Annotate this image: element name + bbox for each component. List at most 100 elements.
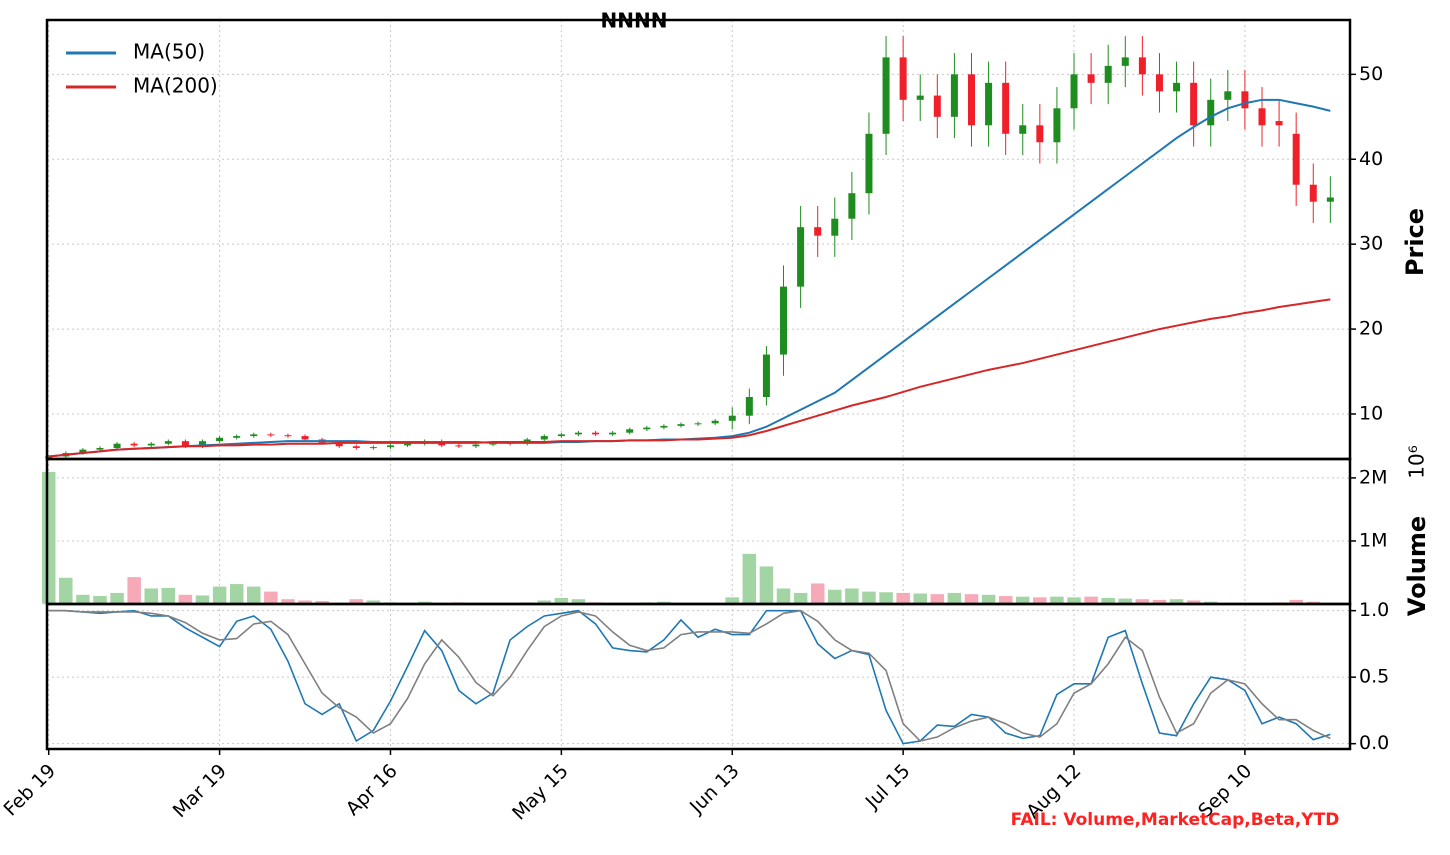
y-tick-label: 1M — [1359, 529, 1387, 551]
candle-body — [250, 434, 258, 437]
candle-body — [865, 133, 873, 194]
candle-body — [1207, 99, 1215, 126]
candle-body — [609, 432, 617, 435]
volume-bar — [109, 592, 125, 605]
candle-body — [1053, 108, 1061, 143]
candle-body — [1138, 57, 1146, 75]
candle-body — [592, 432, 600, 435]
candle-body — [899, 57, 907, 100]
price-axis-label: Price — [1401, 208, 1429, 276]
volume-bar — [195, 594, 210, 605]
y-tick-label: 20 — [1359, 318, 1383, 340]
candle-body — [352, 446, 360, 448]
candle-body — [848, 193, 856, 219]
volume-frame — [45, 457, 1352, 606]
price-frame — [45, 18, 1352, 461]
candle-body — [1275, 121, 1283, 126]
x-tick-label: May 15 — [508, 760, 573, 825]
candle-body — [472, 444, 480, 447]
candle-body — [882, 57, 890, 134]
volume-bar — [75, 594, 91, 605]
candle-body — [267, 434, 275, 436]
x-tick-label: Jun 13 — [685, 760, 744, 819]
candle-body — [814, 227, 822, 236]
candle-body — [233, 436, 241, 438]
candle-body — [1173, 82, 1181, 92]
candle-body — [1326, 197, 1334, 202]
moving-average-line — [48, 298, 1331, 458]
candle-body — [780, 286, 788, 355]
candle-body — [1019, 125, 1027, 134]
candle-body — [1104, 65, 1112, 83]
stochastic-line — [48, 609, 1331, 742]
candle-body — [335, 442, 343, 447]
candle-body — [694, 423, 702, 425]
candle-body — [1155, 74, 1163, 92]
candle-body — [643, 427, 651, 430]
volume-bar — [742, 553, 757, 605]
x-tick-label: Mar 19 — [169, 760, 231, 822]
volume-bar — [161, 587, 176, 605]
candle-body — [386, 445, 394, 448]
candle-body — [164, 441, 172, 444]
volume-bar — [126, 576, 142, 605]
legend-label: MA(200) — [133, 74, 218, 98]
y-tick-label: 10 — [1359, 402, 1383, 424]
candle-body — [1241, 91, 1249, 109]
candle-body — [1087, 74, 1095, 83]
candle-body — [284, 435, 292, 437]
candle-body — [728, 415, 736, 421]
candle-body — [540, 436, 548, 440]
candle-body — [797, 227, 805, 287]
candle-body — [130, 443, 138, 446]
legend-label: MA(50) — [133, 40, 205, 64]
volume-bar — [776, 587, 791, 605]
volume-bar — [912, 593, 928, 605]
volume-bar — [930, 593, 945, 605]
y-tick-label: 50 — [1359, 63, 1383, 85]
candle-body — [660, 425, 668, 428]
volume-bar — [246, 586, 262, 605]
volume-bar — [844, 587, 860, 605]
frames — [45, 18, 1352, 751]
candle-body — [711, 420, 719, 424]
volume-bar — [827, 589, 843, 605]
volume-bar — [895, 592, 911, 605]
volume-offset-label: 10⁶ — [1405, 445, 1429, 478]
volume-bar — [58, 577, 74, 605]
volume-bar — [212, 586, 227, 605]
candle-body — [831, 218, 839, 236]
candle-body — [216, 437, 224, 442]
y-tick-label: 30 — [1359, 233, 1383, 255]
candle-body — [1070, 74, 1078, 109]
volume-bar — [947, 592, 962, 605]
candle-body — [916, 95, 924, 100]
candle-body — [1002, 82, 1010, 134]
candle-body — [762, 354, 770, 398]
candle-body — [1121, 57, 1129, 66]
volume-axis-label: Volume — [1403, 516, 1431, 616]
x-tick-label: Apr 16 — [342, 760, 402, 820]
candle-body — [574, 432, 582, 435]
y-tick-label: 2M — [1359, 466, 1387, 488]
plot-area: 10 20 30 40 50 MA(50) MA(200) 1M 2M 0.0 0.5 1.0 Feb … — [0, 20, 1389, 825]
candle-body — [1292, 133, 1300, 185]
candle-body — [455, 445, 463, 447]
candle-body — [677, 424, 685, 426]
x-tick-label: Jul 15 — [861, 760, 915, 814]
volume-bar — [793, 592, 808, 605]
candle-body — [745, 397, 753, 416]
volume-bar — [878, 591, 894, 605]
candle-body — [1036, 125, 1044, 143]
candle-body — [933, 95, 941, 117]
volume-bar — [178, 594, 193, 605]
volume-bar — [229, 583, 244, 605]
candle-body — [369, 447, 377, 449]
candle-body — [199, 441, 207, 447]
chart-title: NNNN — [601, 9, 668, 33]
volume-bar — [759, 565, 774, 605]
candle-body — [1258, 108, 1266, 126]
footer-note: FAIL: Volume,MarketCap,Beta,YTD — [1011, 810, 1340, 830]
candle-body — [404, 443, 412, 446]
